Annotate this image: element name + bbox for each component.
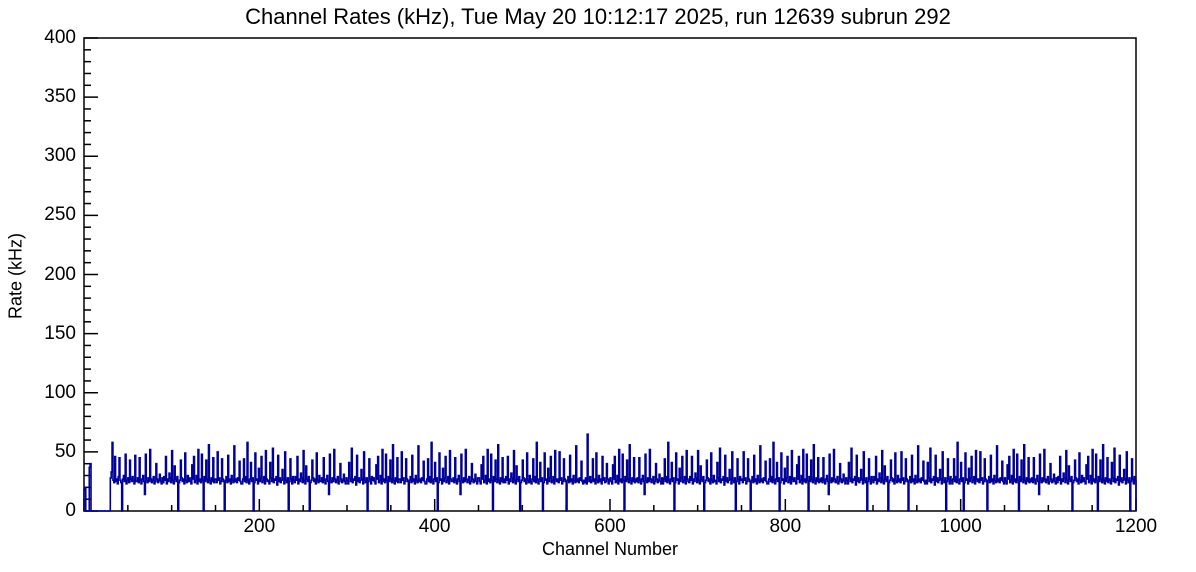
y-tick-label: 300 <box>44 145 76 167</box>
y-tick-label: 250 <box>44 204 76 226</box>
chart-title: Channel Rates (kHz), Tue May 20 10:12:17… <box>245 4 951 29</box>
x-axis-title: Channel Number <box>541 539 679 559</box>
y-tick-label: 50 <box>54 440 76 462</box>
y-tick-label: 150 <box>44 322 76 344</box>
x-tick-label: 800 <box>769 516 802 537</box>
x-tick-label: 1000 <box>939 516 982 537</box>
y-tick-label: 350 <box>44 86 76 108</box>
y-tick-label: 0 <box>65 500 76 521</box>
plot-frame <box>83 37 1137 512</box>
x-tick-label: 600 <box>594 516 626 537</box>
x-tick-label: 400 <box>418 516 451 537</box>
histogram-line <box>83 433 1137 512</box>
y-axis-title: Rate (kHz) <box>5 232 26 320</box>
y-tick-label: 400 <box>44 27 76 48</box>
x-tick-label: 200 <box>243 516 276 537</box>
y-tick-label: 200 <box>44 263 76 285</box>
x-tick-label: 1200 <box>1114 516 1158 537</box>
y-tick-label: 100 <box>44 381 76 403</box>
